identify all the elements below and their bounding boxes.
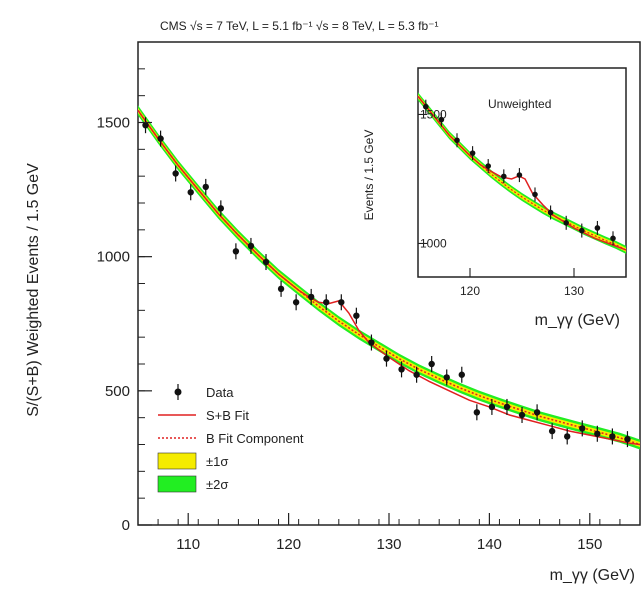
data-point: [157, 135, 164, 142]
data-point: [172, 170, 179, 177]
legend: Data S+B Fit B Fit Component ±1σ ±2σ: [157, 384, 304, 493]
data-point: [428, 360, 435, 368]
inset-point: [532, 191, 538, 198]
main-x-ticks: 110 120 130 140 150: [137, 513, 641, 553]
series-sb-fit: [137, 109, 641, 446]
legend-label: Data: [206, 385, 234, 400]
inset-points: [423, 99, 616, 246]
legend-label: S+B Fit: [206, 408, 249, 423]
data-point: [564, 433, 571, 440]
inset-point: [485, 163, 492, 169]
data-point: [277, 285, 285, 293]
inset-point: [423, 103, 429, 110]
y-tick-label: 500: [105, 383, 130, 400]
data-point: [187, 189, 194, 196]
inset-point: [438, 116, 445, 123]
x-tick-label: 110: [176, 536, 200, 553]
data-point: [533, 409, 541, 416]
inset-band-2sigma: [418, 92, 626, 254]
data-point: [488, 403, 496, 411]
data-point: [579, 425, 586, 432]
inset-x-tick-label: 120: [460, 284, 480, 298]
x-tick-label: 120: [276, 536, 301, 553]
inset-frame: [417, 67, 627, 278]
inset-b-fit: [417, 96, 627, 251]
main-points: [142, 117, 631, 448]
legend-symbol-band: [157, 475, 197, 493]
legend-label: B Fit Component: [206, 431, 304, 446]
data-point: [398, 366, 405, 373]
data-point: [624, 435, 631, 443]
inset-point: [454, 137, 460, 144]
inset-x-tick-label: 130: [564, 284, 584, 298]
inset-x-ticks: 120 130: [460, 268, 584, 298]
data-point: [217, 205, 225, 212]
inset-y-tick-label: 1500: [420, 107, 447, 121]
inset-point: [547, 209, 554, 216]
chart-header: CMS √s = 7 TeV, L = 5.1 fb⁻¹ √s = 8 TeV,…: [160, 19, 438, 33]
legend-label: ±2σ: [206, 477, 228, 492]
data-point: [609, 433, 616, 440]
data-point: [518, 411, 526, 419]
main-x-label: m_γγ (GeV): [550, 567, 635, 584]
inset-point: [610, 235, 616, 242]
y-tick-label: 1000: [97, 249, 130, 266]
main-lines: [137, 109, 641, 446]
data-point: [262, 258, 270, 266]
legend-symbol-data-dot: [174, 388, 182, 396]
x-tick-label: 140: [477, 536, 502, 553]
main-y-ticks: 0 500 1000 1500: [97, 41, 152, 534]
legend-symbol-band: [157, 452, 197, 470]
inset-title: Unweighted: [488, 97, 551, 111]
inset-y-ticks: 1000 1500: [418, 107, 447, 250]
data-point: [368, 339, 375, 346]
data-point: [202, 183, 209, 191]
data-point: [142, 121, 149, 129]
data-point: [353, 312, 360, 319]
y-tick-label: 0: [122, 517, 130, 534]
x-tick-label: 150: [577, 536, 602, 553]
main-y-label: S/(S+B) Weighted Events / 1.5 GeV: [25, 163, 42, 417]
data-point: [503, 403, 511, 411]
inset-point: [594, 225, 601, 231]
x-tick-label: 130: [376, 536, 401, 553]
inset-point: [469, 150, 476, 156]
data-point: [383, 355, 390, 362]
inset-y-label: Events / 1.5 GeV: [362, 130, 376, 221]
data-point: [473, 409, 481, 416]
data-point: [307, 293, 315, 301]
data-point: [413, 371, 420, 378]
data-point: [232, 248, 240, 255]
data-point: [458, 371, 465, 378]
inset-x-label: m_γγ (GeV): [535, 312, 620, 329]
inset-point: [501, 173, 507, 180]
data-point: [443, 374, 450, 381]
inset-point: [516, 172, 523, 178]
data-point: [323, 299, 330, 306]
inset-point: [579, 227, 585, 234]
data-point: [338, 299, 345, 306]
inset-y-tick-label: 1000: [420, 236, 447, 250]
data-point: [247, 242, 255, 250]
inset-point: [563, 220, 569, 226]
legend-label: ±1σ: [206, 454, 228, 469]
data-point: [292, 299, 300, 306]
data-point: [594, 430, 601, 437]
series-b-fit-component: [137, 109, 641, 446]
y-tick-label: 1500: [97, 115, 130, 132]
data-point: [548, 427, 556, 435]
inset-bands: [418, 92, 626, 254]
